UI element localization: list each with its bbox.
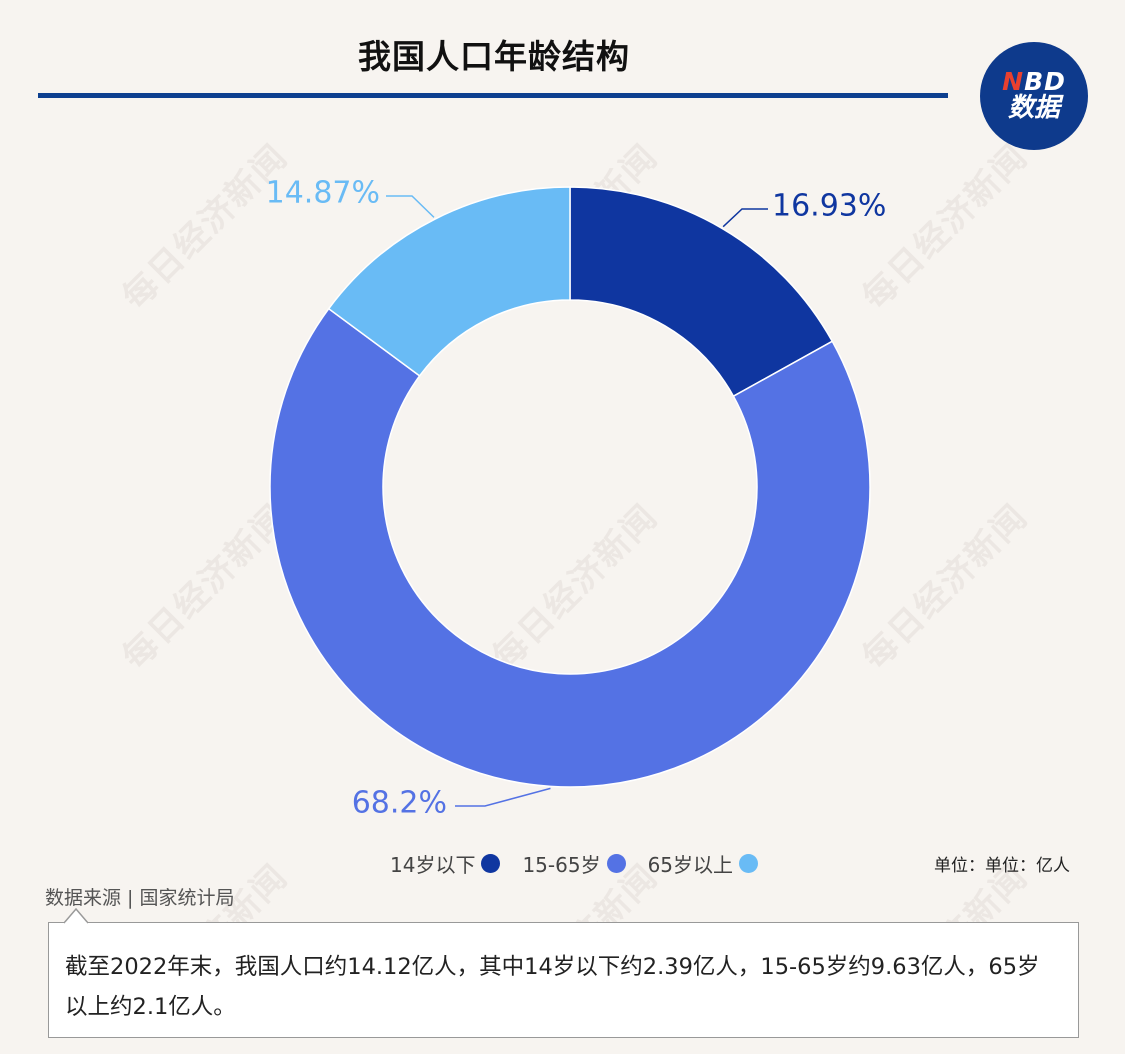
leader-line-under14 [722,208,768,228]
legend-dot-over65 [739,853,759,873]
data-source: 数据来源 | 国家统计局 [45,887,235,909]
legend-item-over65: 65岁以上 [647,849,759,878]
legend-label-15-65: 15-65岁 [522,852,601,877]
logo-letters-bd: BD [1024,67,1066,97]
legend: 14岁以下 15-65岁 65岁以上 [390,846,759,880]
donut-slice-15-65 [269,307,871,788]
leader-line-15-65 [455,787,551,807]
summary-note: 截至2022年末，我国人口约14.12亿人，其中14岁以下约2.39亿人，15-… [48,922,1079,1038]
value-label-under14: 16.93% [772,189,886,224]
legend-item-under14: 14岁以下 [390,849,501,878]
legend-label-under14: 14岁以下 [390,852,476,877]
chart-title: 我国人口年龄结构 [358,37,630,76]
unit-label: 单位：单位：亿人 [934,856,1070,876]
legend-label-over65: 65岁以上 [647,852,734,877]
note-pointer [64,908,88,924]
title-underline [38,93,948,98]
legend-dot-15-65 [606,853,626,873]
legend-item-15-65: 15-65岁 [522,849,626,878]
nbd-logo: NBD 数据 [980,42,1088,150]
legend-dot-under14 [481,853,501,873]
logo-text: 数据 [1007,93,1060,124]
donut-slice-over65 [327,186,571,377]
value-label-15-65: 68.2% [352,786,447,821]
value-label-over65: 14.87% [266,176,380,211]
donut-slice-under14 [569,186,834,398]
logo-letter-n: N [1002,67,1025,97]
leader-line-over65 [386,195,435,218]
